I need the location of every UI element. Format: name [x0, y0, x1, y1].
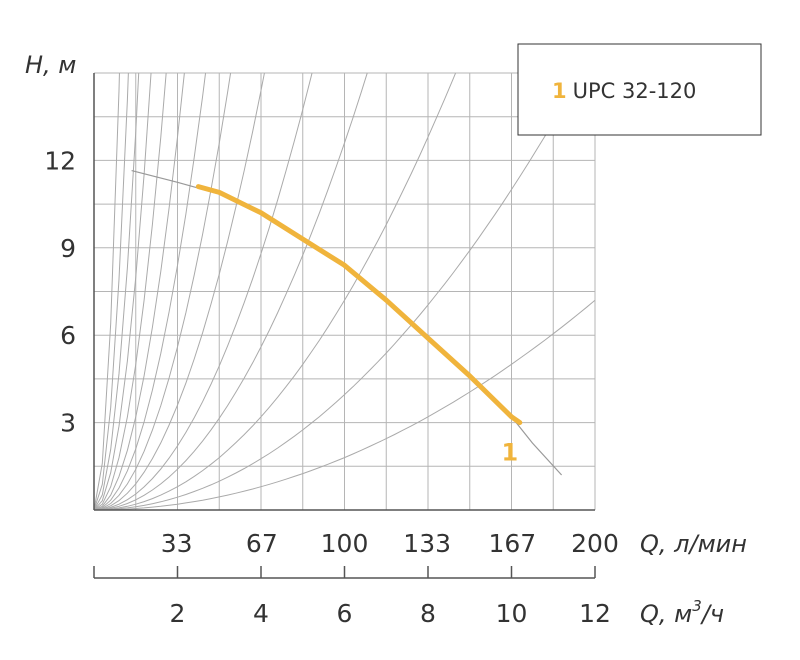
x2-title-suffix: /ч [700, 600, 724, 628]
series-label: 1 [501, 439, 518, 467]
y-axis-title: H, м [25, 51, 76, 79]
system-curve [94, 73, 583, 510]
x-axis-title-primary: Q, л/мин [640, 530, 747, 558]
y-tick-label: 12 [44, 146, 76, 175]
x-tick-label-secondary: 8 [420, 599, 436, 628]
series-line [195, 184, 523, 426]
x2-title-prefix: Q, м [640, 600, 692, 628]
y-tick-label: 9 [60, 234, 76, 263]
system-curve [94, 73, 167, 510]
x-tick-label-primary: 67 [246, 529, 278, 558]
x-tick-label-primary: 33 [161, 529, 193, 558]
system-curve [94, 73, 120, 510]
system-curve [94, 73, 232, 510]
system-curve [94, 73, 457, 510]
system-curve [94, 73, 207, 510]
x2-title-sup: 3 [692, 597, 702, 615]
legend-box [517, 43, 762, 136]
x-tick-label-secondary: 6 [337, 599, 353, 628]
tick-labels: 3 6 9 12 33 67 100 133 167 200 2 4 6 8 10 12 [44, 146, 619, 628]
x-tick-label-secondary: 10 [496, 599, 528, 628]
x-tick-label-secondary: 4 [253, 599, 269, 628]
system-curve [94, 73, 265, 510]
axes [93, 73, 596, 579]
system-curve [94, 73, 368, 510]
system-curves [94, 73, 595, 510]
system-curve [94, 73, 313, 510]
system-curve [94, 73, 185, 510]
series-layer: 1 [131, 170, 563, 476]
x-tick-label-secondary: 12 [579, 599, 611, 628]
grid [94, 72, 596, 510]
x-tick-label-primary: 200 [571, 529, 619, 558]
system-curve [94, 73, 129, 510]
curve-extension [131, 170, 563, 476]
x-tick-label-primary: 167 [488, 529, 536, 558]
y-tick-label: 3 [60, 409, 76, 438]
system-curve [94, 73, 140, 510]
x-tick-label-primary: 133 [403, 529, 451, 558]
y-tick-label: 6 [60, 321, 76, 350]
legend-label: UPC 32-120 [573, 79, 697, 103]
system-curve [94, 299, 595, 510]
x-tick-label-primary: 100 [321, 529, 369, 558]
x-axis-title-secondary: Q, м3/ч [640, 597, 724, 628]
legend-entry: 1 UPC 32-120 [552, 79, 696, 103]
system-curve [94, 73, 152, 510]
x-tick-label-secondary: 2 [170, 599, 186, 628]
legend-number: 1 [552, 79, 567, 103]
legend: 1 UPC 32-120 [517, 43, 762, 136]
